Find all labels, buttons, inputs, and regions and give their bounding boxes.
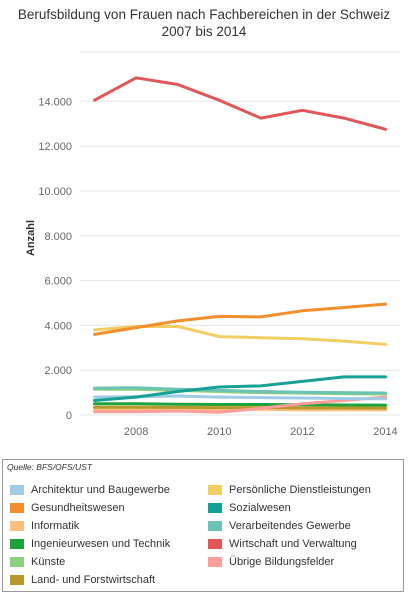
x-tick-label: 2010 <box>207 426 231 438</box>
y-tick-label: 8.000 <box>44 231 72 243</box>
legend-item[interactable]: Architektur und Baugewerbe <box>10 483 170 497</box>
legend-item[interactable]: Informatik <box>10 519 79 533</box>
y-tick-label: 0 <box>66 410 72 422</box>
y-axis-label: Anzahl <box>25 219 37 257</box>
legend-swatch <box>208 521 222 531</box>
series-line-1[interactable] <box>93 302 387 336</box>
legend-item[interactable]: Übrige Bildungsfelder <box>208 555 334 569</box>
legend-swatch <box>10 503 24 513</box>
legend-item[interactable]: Persönliche Dienstleistungen <box>208 483 371 497</box>
chart-title-line-1: Berufsbildung von Frauen nach Fachbereic… <box>17 7 391 22</box>
source-note: Quelle: BFS/OFS/UST <box>7 462 93 472</box>
y-tick-label: 6.000 <box>44 276 72 288</box>
legend-label: Gesundheitswesen <box>31 502 125 514</box>
legend-item[interactable]: Wirtschaft und Verwaltung <box>208 537 357 551</box>
legend-label: Wirtschaft und Verwaltung <box>229 538 357 550</box>
legend-swatch <box>208 557 222 567</box>
legend-label: Architektur und Baugewerbe <box>31 484 170 496</box>
legend-label: Sozialwesen <box>229 502 291 514</box>
y-axis-tick-labels: 0 2.000 4.000 6.000 8.000 10.000 12.000 14.000 <box>38 96 72 422</box>
legend-swatch <box>10 485 24 495</box>
y-tick-label: 14.000 <box>38 96 72 108</box>
series-line-6[interactable] <box>93 325 387 346</box>
x-tick-label: 2012 <box>290 426 314 438</box>
legend-label: Informatik <box>31 520 80 532</box>
legend-item[interactable]: Land- und Forstwirtschaft <box>10 573 155 587</box>
gridlines <box>80 100 400 416</box>
legend-item[interactable]: Verarbeitendes Gewerbe <box>208 519 351 533</box>
legend-swatch <box>208 503 222 513</box>
y-tick-label: 10.000 <box>38 186 72 198</box>
x-tick-label: 2014 <box>373 426 397 438</box>
legend-swatch <box>10 521 24 531</box>
legend: Quelle: BFS/OFS/UST Architektur und Baug… <box>2 459 404 592</box>
legend-label: Persönliche Dienstleistungen <box>229 484 371 496</box>
chart-plot: 02.0004.0006.0008.00010.00012.00014.000 … <box>38 51 400 438</box>
legend-label: Land- und Forstwirtschaft <box>31 574 156 586</box>
legend-label: Verarbeitendes Gewerbe <box>229 520 351 532</box>
x-axis-tick-labels: 2008 2010 2012 2014 <box>124 426 398 438</box>
y-tick-label: 12.000 <box>38 141 72 153</box>
legend-swatch <box>10 539 24 549</box>
legend-item[interactable]: Ingenieurwesen und Technik <box>10 537 170 551</box>
legend-label: Künste <box>31 556 66 568</box>
series-line-10[interactable] <box>93 395 387 414</box>
legend-label: Übrige Bildungsfelder <box>229 556 335 568</box>
series-line-8[interactable] <box>93 386 387 395</box>
y-tick-label: 4.000 <box>44 320 72 332</box>
chart-title-line-2: 2007 bis 2014 <box>161 24 247 39</box>
series-line-3[interactable] <box>93 402 387 407</box>
legend-swatch <box>208 539 222 549</box>
legend-item[interactable]: Gesundheitswesen <box>10 501 125 515</box>
series-line-5[interactable] <box>93 405 387 410</box>
y-tick-label: 2.000 <box>44 365 72 377</box>
series-line-9[interactable] <box>93 76 387 131</box>
series-lines <box>93 76 387 414</box>
chart-title: Berufsbildung von Frauen nach Fachbereic… <box>0 6 408 40</box>
legend-label: Ingenieurwesen und Technik <box>31 538 171 550</box>
legend-swatch <box>10 575 24 585</box>
legend-item[interactable]: Künste <box>10 555 65 569</box>
legend-swatch <box>208 485 222 495</box>
legend-swatch <box>10 557 24 567</box>
legend-item[interactable]: Sozialwesen <box>208 501 291 515</box>
x-tick-label: 2008 <box>124 426 148 438</box>
series-line-7[interactable] <box>93 375 387 402</box>
